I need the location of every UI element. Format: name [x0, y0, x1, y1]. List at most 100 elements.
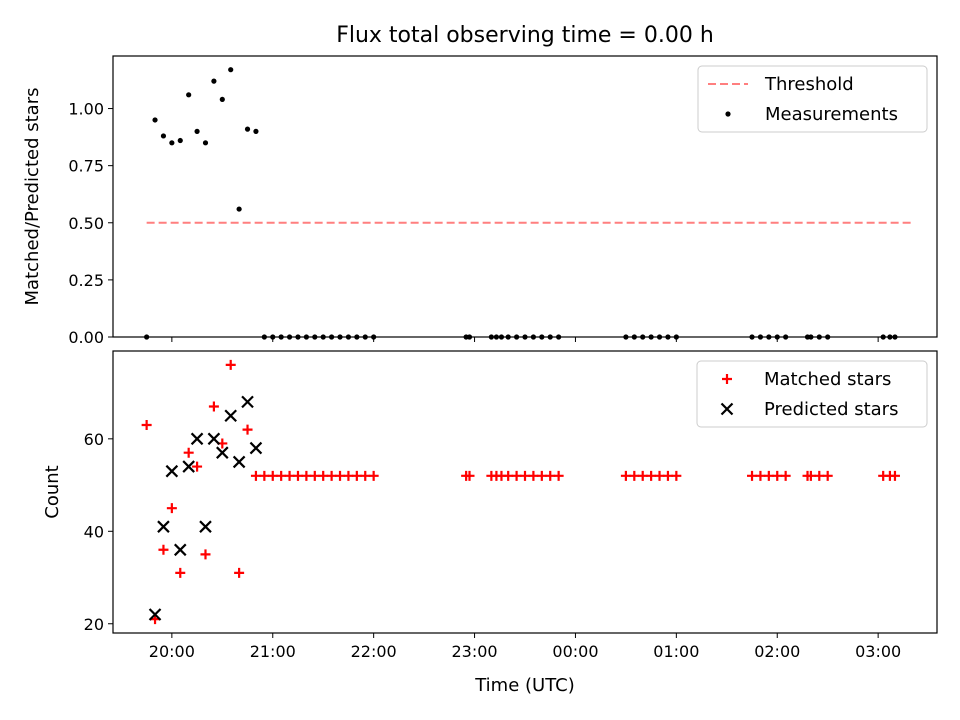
x-tick-label: 22:00	[351, 642, 397, 661]
matched-stars-point	[250, 470, 261, 481]
matched-stars-point	[318, 470, 329, 481]
matched-stars-point	[225, 359, 236, 370]
matched-stars-point	[629, 470, 640, 481]
measurements-point	[152, 117, 158, 123]
count-y-axis-label: Count	[42, 465, 63, 518]
matched-stars-point	[805, 470, 816, 481]
predicted-stars-point	[190, 432, 204, 446]
count-marks	[141, 359, 900, 625]
matched-stars-point	[536, 470, 547, 481]
matched-stars-point	[259, 470, 270, 481]
matched-stars-point	[267, 470, 278, 481]
measurements-point	[202, 140, 209, 146]
matched-stars-point	[158, 544, 169, 555]
predicted-stars-point	[207, 432, 221, 446]
ratio-marks	[144, 67, 912, 340]
predicted-stars-point	[165, 464, 179, 478]
measurements-point	[228, 67, 234, 73]
measurements-point	[177, 137, 183, 144]
x-tick-label: 01:00	[653, 642, 699, 661]
y-tick-label: 1.00	[68, 100, 104, 119]
matched-stars-point	[234, 567, 245, 578]
predicted-stars-point	[224, 409, 237, 422]
predicted-stars-point	[249, 441, 263, 455]
matched-stars-point	[511, 470, 522, 481]
matched-stars-point	[747, 470, 758, 481]
matched-stars-point	[503, 470, 514, 481]
count-axes-frame	[112, 350, 938, 634]
matched-stars-point	[763, 470, 774, 481]
ratio-panel: 0.00 0.25 0.50 0.75 1.00 Matched/Predicted s…	[22, 55, 938, 347]
matched-stars-point	[822, 470, 833, 481]
x-tick-label: 21:00	[250, 642, 296, 661]
matched-stars-point	[464, 470, 475, 481]
y-tick-label: 40	[84, 522, 104, 541]
matched-stars-point	[335, 470, 346, 481]
matched-stars-point	[301, 470, 312, 481]
ratio-y-axis-label: Matched/Predicted stars	[22, 88, 43, 306]
matched-stars-point	[343, 470, 354, 481]
matched-stars-point	[183, 447, 194, 458]
ratio-legend: Threshold Measurements	[697, 65, 928, 133]
measurements-point	[211, 78, 217, 84]
measurements-point	[169, 140, 175, 146]
legend-label: Threshold	[764, 74, 854, 95]
y-tick-label: 0.50	[68, 214, 104, 233]
count-legend: Matched stars Predicted stars	[696, 360, 928, 428]
matched-stars-point	[528, 470, 539, 481]
predicted-stars-point	[241, 395, 254, 409]
matched-stars-point	[637, 470, 648, 481]
x-tick-label: 00:00	[552, 642, 598, 661]
ratio-axis-ticks: 0.00 0.25 0.50 0.75 1.00	[68, 100, 879, 347]
count-panel: 20 40 60 20:00 21:00 22:00 23:00 00:00 01:00 02:0…	[42, 350, 938, 696]
matched-stars-point	[772, 470, 783, 481]
matched-stars-point	[276, 470, 287, 481]
legend-label: Matched stars	[764, 369, 891, 390]
matched-stars-point	[309, 470, 320, 481]
matched-stars-point	[646, 470, 657, 481]
measurements-point	[219, 96, 225, 103]
matched-stars-point	[553, 470, 564, 481]
matched-stars-point	[351, 470, 362, 481]
matched-stars-point	[175, 567, 186, 578]
predicted-stars-point	[199, 520, 212, 533]
matched-stars-point	[780, 470, 791, 481]
matched-stars-point	[200, 549, 211, 560]
measurements-point	[244, 126, 251, 132]
matched-stars-point	[520, 470, 530, 481]
matched-stars-point	[166, 503, 177, 514]
matched-stars-point	[368, 470, 379, 481]
matched-stars-point	[889, 470, 900, 481]
x-axis-label: Time (UTC)	[474, 675, 575, 696]
legend-measurements-handle	[725, 111, 731, 117]
matched-stars-point	[654, 470, 665, 481]
ratio-axes-frame	[112, 55, 938, 338]
legend-matched-stars-handle	[722, 374, 732, 384]
matched-stars-point	[545, 470, 556, 481]
matched-stars-point	[141, 419, 152, 430]
x-tick-label: 03:00	[855, 642, 901, 661]
matched-stars-point	[671, 470, 682, 481]
measurements-point	[236, 206, 242, 212]
legend-label: Predicted stars	[764, 399, 898, 420]
x-tick-label: 02:00	[754, 642, 800, 661]
legend-label: Measurements	[765, 104, 898, 125]
matched-stars-point	[814, 470, 825, 481]
x-tick-label: 20:00	[149, 642, 195, 661]
predicted-stars-point	[157, 520, 170, 533]
matched-stars-point	[360, 470, 371, 481]
predicted-stars-point	[173, 543, 187, 557]
chart-title: Flux total observing time = 0.00 h	[336, 23, 714, 48]
measurements-point	[194, 128, 200, 134]
legend-box	[697, 65, 928, 133]
measurements-point	[186, 92, 192, 98]
y-tick-label: 0.25	[68, 271, 104, 290]
matched-stars-point	[292, 470, 303, 481]
matched-stars-point	[284, 470, 295, 481]
y-tick-label: 0.00	[68, 328, 104, 347]
matched-stars-point	[326, 470, 337, 481]
y-tick-label: 60	[84, 430, 104, 449]
predicted-stars-point	[216, 446, 229, 459]
measurements-point	[160, 133, 167, 139]
